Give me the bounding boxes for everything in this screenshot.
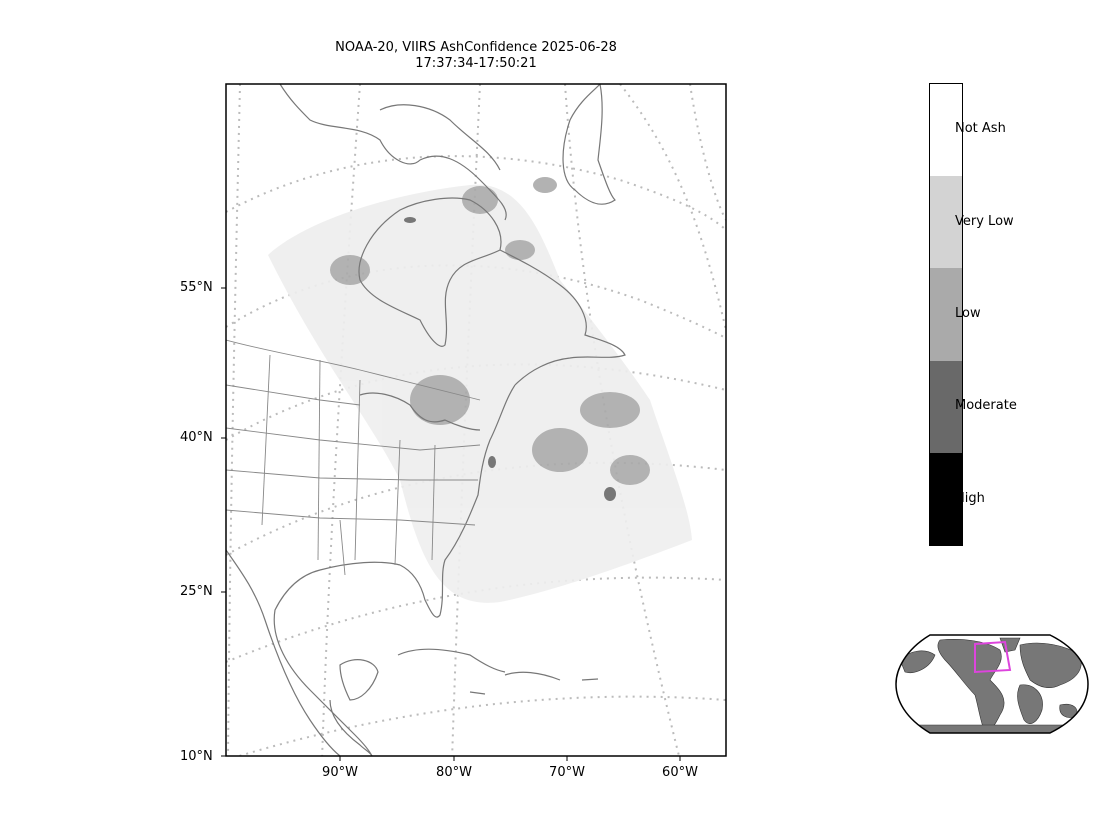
state-line	[226, 427, 481, 451]
colorbar-segment-low	[930, 268, 962, 361]
ash-patch-moderate	[404, 217, 416, 223]
title-line-1: NOAA-20, VIIRS AshConfidence 2025-06-28	[335, 40, 617, 55]
title-line-2: 17:37:34-17:50:21	[415, 56, 537, 71]
lon-label-70w: 70°W	[549, 765, 585, 780]
ash-patch	[462, 186, 498, 214]
coastline-baffin	[379, 104, 501, 171]
state-line	[354, 379, 361, 561]
graticule-lon-100	[227, 84, 241, 756]
coastline-jamaica	[469, 691, 486, 695]
state-line	[431, 444, 436, 561]
lat-label-40n: 40°N	[180, 430, 213, 445]
colorbar-segment-not-ash	[930, 84, 962, 176]
graticule-lon-70	[564, 84, 681, 756]
coastline-hispaniola	[504, 671, 561, 681]
state-line	[226, 509, 476, 526]
swath-very-low	[268, 184, 692, 603]
state-line	[317, 359, 321, 561]
lon-label-90w: 90°W	[322, 765, 358, 780]
coastline-greenland	[562, 84, 616, 205]
colorbar-segment-moderate	[930, 361, 962, 453]
border-us-canada	[226, 339, 481, 401]
graticule-lon-60	[689, 84, 726, 221]
coastline-gulf	[273, 561, 401, 756]
graticule-lat-70	[226, 155, 726, 231]
colorbar-label-not-ash: Not Ash	[955, 121, 1006, 136]
coastline-mexico-west	[226, 549, 341, 756]
state-line	[261, 354, 271, 526]
ash-patch	[505, 240, 535, 260]
state-line	[394, 439, 401, 566]
coastline-central-america	[329, 699, 373, 756]
coastline-great-lakes	[359, 392, 481, 431]
colorbar	[929, 83, 963, 546]
colorbar-segment-high	[930, 453, 962, 545]
ash-patch	[580, 392, 640, 428]
lon-label-60w: 60°W	[662, 765, 698, 780]
coastline-cuba	[397, 648, 506, 673]
state-line	[226, 384, 361, 406]
graticule-lon-90	[321, 84, 361, 756]
ash-patch	[410, 375, 470, 425]
lon-label-80w: 80°W	[436, 765, 472, 780]
coastline-arctic	[279, 84, 507, 221]
colorbar-label-very-low: Very Low	[955, 214, 1014, 229]
colorbar-segment-very-low	[930, 176, 962, 268]
map-border	[225, 83, 727, 757]
colorbar-label-moderate: Moderate	[955, 398, 1017, 413]
colorbar-label-low: Low	[955, 306, 981, 321]
ash-swath	[268, 177, 692, 603]
lat-label-10n: 10°N	[180, 749, 213, 764]
state-line	[226, 469, 478, 481]
state-boundaries	[226, 339, 481, 576]
coastline-yucatan	[339, 659, 379, 701]
coastline-labrador	[499, 249, 626, 386]
figure-title: NOAA-20, VIIRS AshConfidence 2025-06-28 …	[226, 40, 726, 72]
graticule-lat-20	[235, 695, 726, 756]
ash-patch	[610, 455, 650, 485]
ash-patch-moderate	[488, 456, 496, 468]
ash-patch	[330, 255, 370, 285]
coastline-us-east	[399, 384, 516, 618]
ash-patch	[532, 428, 588, 472]
lat-label-55n: 55°N	[180, 280, 213, 295]
colorbar-label-high: High	[955, 491, 985, 506]
coastlines	[226, 84, 626, 756]
graticule-lon-50	[619, 84, 726, 331]
ash-patch-moderate	[604, 487, 616, 501]
coastline-puerto-rico	[581, 678, 599, 681]
ash-patch	[533, 177, 557, 193]
state-line	[339, 519, 346, 576]
lat-label-25n: 25°N	[180, 584, 213, 599]
coastline-hudson-bay	[358, 197, 502, 347]
